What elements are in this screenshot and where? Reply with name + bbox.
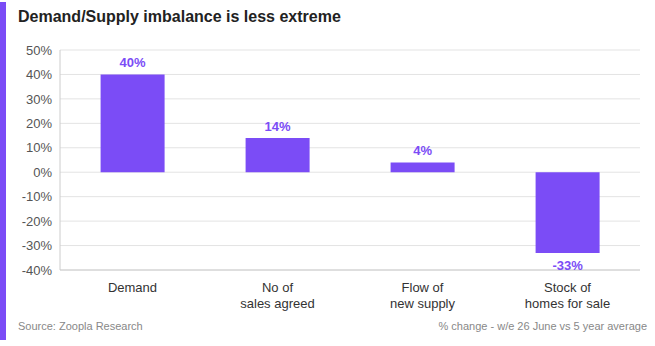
svg-text:30%: 30% bbox=[26, 92, 52, 107]
html-text:% change - w/e 26 June vs 5 ye: % change - w/e 26 June vs 5 year average bbox=[438, 320, 647, 332]
svg-text:-20%: -20% bbox=[22, 214, 53, 229]
svg-text:0%: 0% bbox=[33, 165, 52, 180]
svg-text:20%: 20% bbox=[26, 116, 52, 131]
svg-text:Flow ofnew supply: Flow ofnew supply bbox=[390, 280, 456, 311]
html-text:Source: Zoopla Research: Source: Zoopla Research bbox=[18, 320, 143, 332]
svg-text:-30%: -30% bbox=[22, 238, 53, 253]
svg-text:50%: 50% bbox=[26, 43, 52, 58]
html-text:Demand/Supply imbalance is les: Demand/Supply imbalance is less extreme bbox=[18, 8, 341, 25]
svg-text:10%: 10% bbox=[26, 140, 52, 155]
svg-text:40%: 40% bbox=[26, 67, 52, 82]
svg-text:-10%: -10% bbox=[22, 189, 53, 204]
svg-text:14%: 14% bbox=[265, 119, 291, 134]
svg-text:40%: 40% bbox=[120, 55, 146, 70]
svg-text:-33%: -33% bbox=[552, 258, 583, 273]
svg-text:-40%: -40% bbox=[22, 263, 53, 278]
svg-text:No ofsales agreed: No ofsales agreed bbox=[240, 280, 314, 311]
svg-text:Stock ofhomes for sale: Stock ofhomes for sale bbox=[525, 280, 610, 311]
svg-text:4%: 4% bbox=[413, 143, 432, 158]
svg-text:Demand: Demand bbox=[108, 280, 157, 295]
